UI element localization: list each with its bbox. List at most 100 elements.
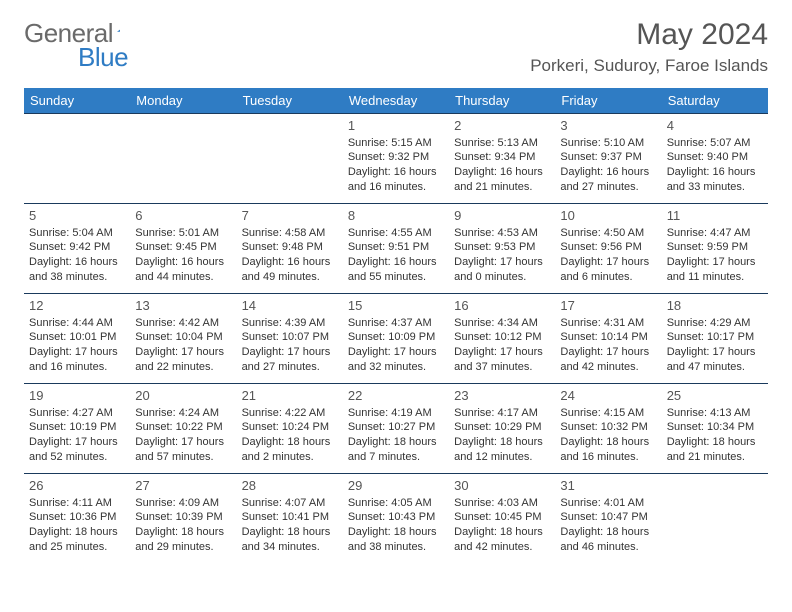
- sunset-line: Sunset: 10:01 PM: [29, 330, 125, 345]
- day-number: 3: [560, 117, 656, 135]
- sunrise-line: Sunrise: 4:22 AM: [242, 406, 338, 421]
- sunset-line: Sunset: 9:32 PM: [348, 150, 444, 165]
- sunrise-line: Sunrise: 4:27 AM: [29, 406, 125, 421]
- daylight-line: Daylight: 18 hours and 38 minutes.: [348, 525, 444, 555]
- sunset-line: Sunset: 9:42 PM: [29, 240, 125, 255]
- daylight-line: Daylight: 18 hours and 12 minutes.: [454, 435, 550, 465]
- calendar-day-cell: 10Sunrise: 4:50 AMSunset: 9:56 PMDayligh…: [555, 204, 661, 294]
- calendar-table: SundayMondayTuesdayWednesdayThursdayFrid…: [24, 88, 768, 564]
- day-number: 25: [667, 387, 763, 405]
- sunrise-line: Sunrise: 5:07 AM: [667, 136, 763, 151]
- sunset-line: Sunset: 9:59 PM: [667, 240, 763, 255]
- sunset-line: Sunset: 10:12 PM: [454, 330, 550, 345]
- calendar-day-cell: 18Sunrise: 4:29 AMSunset: 10:17 PMDaylig…: [662, 294, 768, 384]
- calendar-day-cell: 14Sunrise: 4:39 AMSunset: 10:07 PMDaylig…: [237, 294, 343, 384]
- daylight-line: Daylight: 16 hours and 27 minutes.: [560, 165, 656, 195]
- daylight-line: Daylight: 18 hours and 25 minutes.: [29, 525, 125, 555]
- calendar-empty-cell: [130, 114, 236, 204]
- day-number: 1: [348, 117, 444, 135]
- sunset-line: Sunset: 10:27 PM: [348, 420, 444, 435]
- calendar-empty-cell: [24, 114, 130, 204]
- day-number: 9: [454, 207, 550, 225]
- sunrise-line: Sunrise: 4:44 AM: [29, 316, 125, 331]
- sunset-line: Sunset: 10:32 PM: [560, 420, 656, 435]
- daylight-line: Daylight: 17 hours and 27 minutes.: [242, 345, 338, 375]
- sunset-line: Sunset: 9:37 PM: [560, 150, 656, 165]
- calendar-day-cell: 6Sunrise: 5:01 AMSunset: 9:45 PMDaylight…: [130, 204, 236, 294]
- daylight-line: Daylight: 16 hours and 44 minutes.: [135, 255, 231, 285]
- calendar-row: 19Sunrise: 4:27 AMSunset: 10:19 PM Daylig…: [24, 384, 768, 474]
- sunset-line: Sunset: 10:19 PM: [29, 420, 125, 435]
- sunrise-line: Sunrise: 4:31 AM: [560, 316, 656, 331]
- sunrise-line: Sunrise: 4:05 AM: [348, 496, 444, 511]
- weekday-header-cell: Monday: [130, 88, 236, 114]
- daylight-line: Daylight: 16 hours and 49 minutes.: [242, 255, 338, 285]
- sunrise-line: Sunrise: 4:01 AM: [560, 496, 656, 511]
- daylight-line: Daylight: 18 hours and 7 minutes.: [348, 435, 444, 465]
- day-number: 10: [560, 207, 656, 225]
- daylight-line: Daylight: 18 hours and 46 minutes.: [560, 525, 656, 555]
- daylight-line: Daylight: 16 hours and 55 minutes.: [348, 255, 444, 285]
- sunset-line: Sunset: 10:47 PM: [560, 510, 656, 525]
- day-number: 11: [667, 207, 763, 225]
- logo-text-blue-wrap: Blue: [78, 42, 128, 73]
- sunrise-line: Sunrise: 4:09 AM: [135, 496, 231, 511]
- sunset-line: Sunset: 9:51 PM: [348, 240, 444, 255]
- calendar-body: 1Sunrise: 5:15 AMSunset: 9:32 PMDaylight…: [24, 114, 768, 564]
- sunset-line: Sunset: 10:34 PM: [667, 420, 763, 435]
- sunrise-line: Sunrise: 4:47 AM: [667, 226, 763, 241]
- sunset-line: Sunset: 9:48 PM: [242, 240, 338, 255]
- sunset-line: Sunset: 10:17 PM: [667, 330, 763, 345]
- sunrise-line: Sunrise: 4:03 AM: [454, 496, 550, 511]
- daylight-line: Daylight: 18 hours and 2 minutes.: [242, 435, 338, 465]
- sunrise-line: Sunrise: 5:04 AM: [29, 226, 125, 241]
- sunset-line: Sunset: 10:29 PM: [454, 420, 550, 435]
- day-number: 19: [29, 387, 125, 405]
- day-number: 7: [242, 207, 338, 225]
- sunset-line: Sunset: 10:39 PM: [135, 510, 231, 525]
- calendar-empty-cell: [237, 114, 343, 204]
- day-number: 29: [348, 477, 444, 495]
- calendar-row: 1Sunrise: 5:15 AMSunset: 9:32 PMDaylight…: [24, 114, 768, 204]
- calendar-day-cell: 17Sunrise: 4:31 AMSunset: 10:14 PMDaylig…: [555, 294, 661, 384]
- calendar-day-cell: 19Sunrise: 4:27 AMSunset: 10:19 PMDaylig…: [24, 384, 130, 474]
- day-number: 24: [560, 387, 656, 405]
- weekday-header-cell: Sunday: [24, 88, 130, 114]
- daylight-line: Daylight: 17 hours and 6 minutes.: [560, 255, 656, 285]
- sunrise-line: Sunrise: 4:29 AM: [667, 316, 763, 331]
- logo-triangle-icon: [117, 22, 120, 40]
- location-subtitle: Porkeri, Suduroy, Faroe Islands: [530, 56, 768, 76]
- daylight-line: Daylight: 16 hours and 16 minutes.: [348, 165, 444, 195]
- calendar-day-cell: 23Sunrise: 4:17 AMSunset: 10:29 PMDaylig…: [449, 384, 555, 474]
- title-block: May 2024 Porkeri, Suduroy, Faroe Islands: [530, 18, 768, 76]
- calendar-row: 26Sunrise: 4:11 AMSunset: 10:36 PMDaylig…: [24, 474, 768, 564]
- calendar-day-cell: 4Sunrise: 5:07 AMSunset: 9:40 PMDaylight…: [662, 114, 768, 204]
- calendar-row: 5Sunrise: 5:04 AMSunset: 9:42 PMDaylight…: [24, 204, 768, 294]
- sunrise-line: Sunrise: 4:39 AM: [242, 316, 338, 331]
- weekday-header-cell: Tuesday: [237, 88, 343, 114]
- day-number: 23: [454, 387, 550, 405]
- day-number: 27: [135, 477, 231, 495]
- sunset-line: Sunset: 9:34 PM: [454, 150, 550, 165]
- sunrise-line: Sunrise: 4:19 AM: [348, 406, 444, 421]
- day-number: 26: [29, 477, 125, 495]
- calendar-day-cell: 1Sunrise: 5:15 AMSunset: 9:32 PMDaylight…: [343, 114, 449, 204]
- sunset-line: Sunset: 10:09 PM: [348, 330, 444, 345]
- sunset-line: Sunset: 10:14 PM: [560, 330, 656, 345]
- daylight-line: Daylight: 17 hours and 0 minutes.: [454, 255, 550, 285]
- sunrise-line: Sunrise: 4:13 AM: [667, 406, 763, 421]
- header: General May 2024 Porkeri, Suduroy, Faroe…: [24, 18, 768, 76]
- day-number: 15: [348, 297, 444, 315]
- weekday-header-cell: Thursday: [449, 88, 555, 114]
- daylight-line: Daylight: 16 hours and 33 minutes.: [667, 165, 763, 195]
- calendar-day-cell: 3Sunrise: 5:10 AMSunset: 9:37 PMDaylight…: [555, 114, 661, 204]
- sunrise-line: Sunrise: 4:11 AM: [29, 496, 125, 511]
- day-number: 2: [454, 117, 550, 135]
- daylight-line: Daylight: 16 hours and 21 minutes.: [454, 165, 550, 195]
- sunset-line: Sunset: 10:43 PM: [348, 510, 444, 525]
- daylight-line: Daylight: 17 hours and 47 minutes.: [667, 345, 763, 375]
- day-number: 6: [135, 207, 231, 225]
- day-number: 4: [667, 117, 763, 135]
- daylight-line: Daylight: 18 hours and 21 minutes.: [667, 435, 763, 465]
- weekday-header-cell: Wednesday: [343, 88, 449, 114]
